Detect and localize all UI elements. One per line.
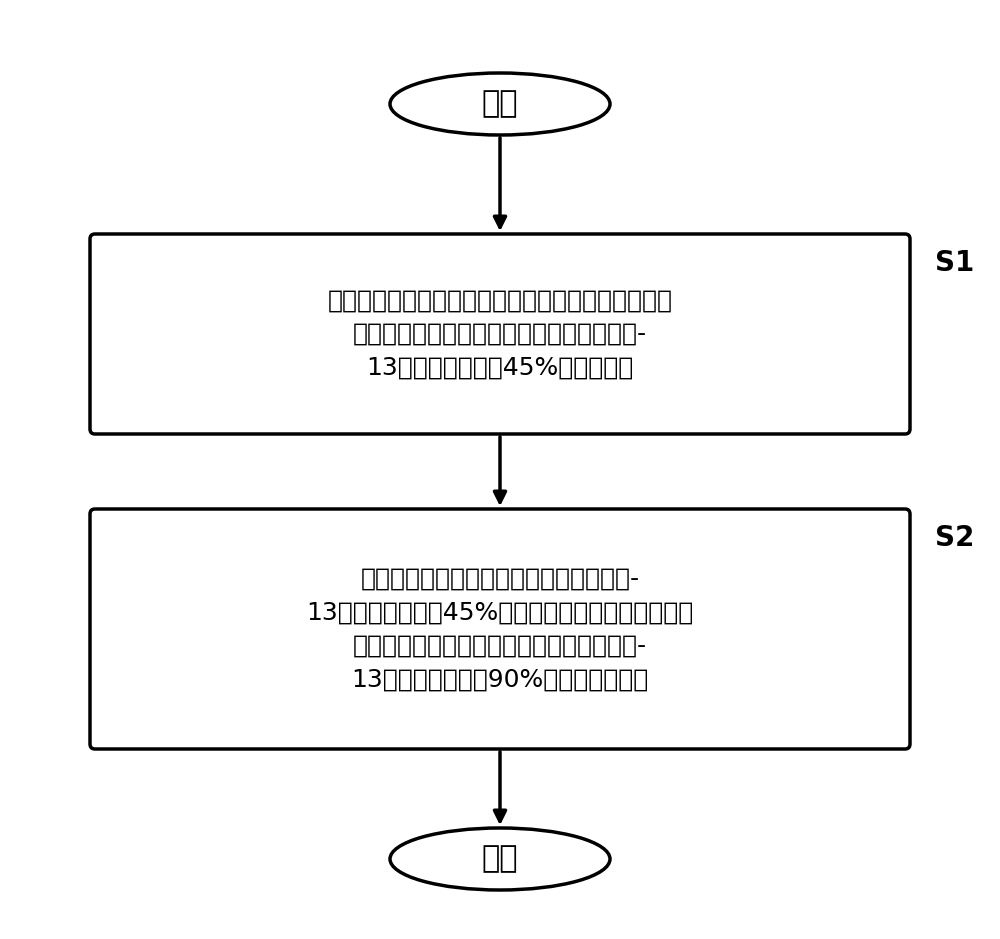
Text: 开始: 开始: [482, 89, 518, 118]
Text: 以天然丰度的二氧化碳为原料，供入第一气体扩散级
联，在第一气体扩散级联的重馏分端得到碳-
13同位素丰度高于45%的二氧化碳: 以天然丰度的二氧化碳为原料，供入第一气体扩散级 联，在第一气体扩散级联的重馏分端…: [328, 288, 672, 379]
Text: S1: S1: [935, 249, 974, 277]
FancyBboxPatch shape: [90, 509, 910, 749]
Ellipse shape: [390, 828, 610, 890]
Ellipse shape: [390, 73, 610, 135]
Text: 将第一气体扩散级联的重馏分端得到的碳-
13同位素丰度高于45%的二氧化碳供入第二气体扩散
级联，在第二气体扩散级联轻馏分端得到碳-
13同位素丰度高于90%的: 将第一气体扩散级联的重馏分端得到的碳- 13同位素丰度高于45%的二氧化碳供入第…: [306, 567, 694, 691]
FancyBboxPatch shape: [90, 234, 910, 434]
Text: S2: S2: [935, 524, 974, 552]
Text: 结束: 结束: [482, 844, 518, 873]
